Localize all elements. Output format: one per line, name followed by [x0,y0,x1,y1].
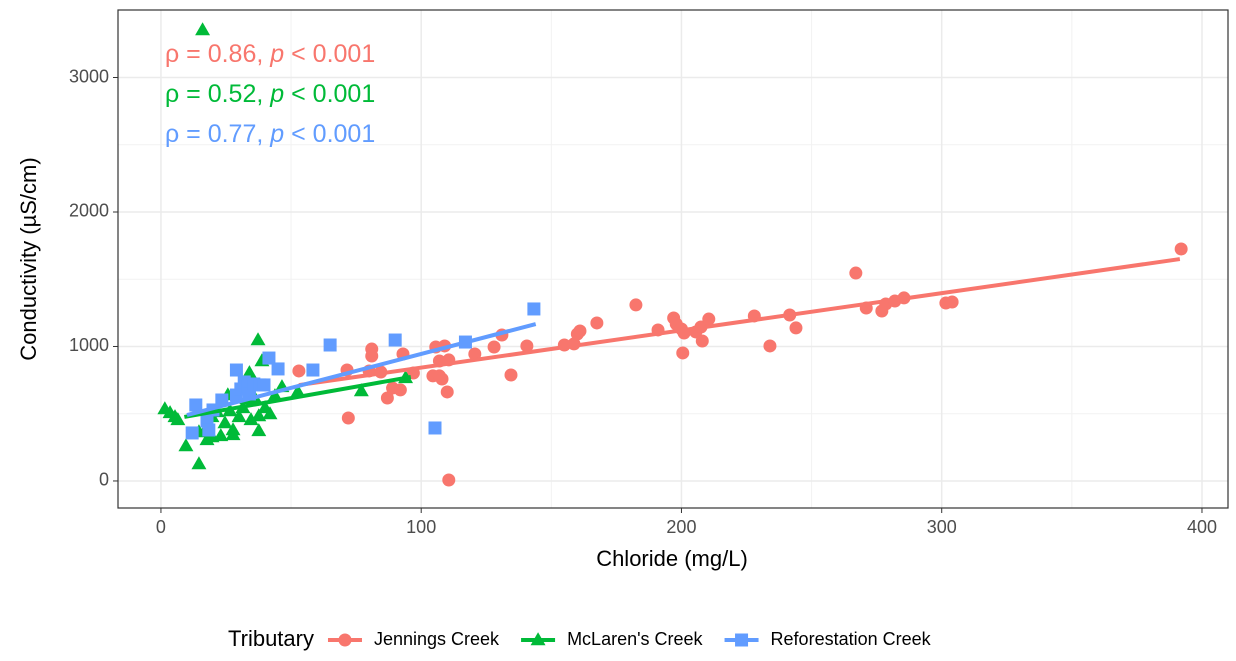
point [527,302,541,316]
annotation-part: ρ = 0.52, [165,80,270,108]
point [428,421,442,435]
point [262,351,276,365]
fit-line [184,375,412,419]
point [170,412,186,426]
y-tick-label: 0 [99,470,109,490]
point [763,339,777,353]
point [435,372,449,386]
annotation: ρ = 0.52, p < 0.001 [165,80,375,108]
point [191,456,207,470]
point [573,324,587,338]
point [440,385,454,399]
point [945,295,959,309]
x-tick-label: 200 [666,517,696,537]
point [487,340,501,354]
point [380,391,394,405]
x-tick-label: 100 [406,517,436,537]
point [393,383,407,397]
annotation: ρ = 0.77, p < 0.001 [165,120,375,148]
x-tick-label: 300 [927,517,957,537]
point [202,423,216,437]
point [323,338,337,352]
annotation-part: p [269,120,284,148]
point [225,427,241,441]
point [388,333,402,347]
x-tick-label: 400 [1187,517,1217,537]
point [217,415,233,429]
annotation-part: p [269,40,284,68]
grid [118,10,1228,508]
legend-key-marker [735,633,749,647]
legend-key-marker [530,632,546,646]
point [262,406,278,420]
point [520,339,534,353]
point [504,368,518,382]
point [271,362,285,376]
point [789,321,803,335]
point [290,384,306,398]
point [468,347,482,361]
y-tick-label: 1000 [69,335,109,355]
point [251,423,267,437]
point [189,398,203,412]
point [251,408,267,422]
y-tick-label: 3000 [69,66,109,86]
legend-title: Tributary [228,626,314,651]
fit-line [298,257,1181,388]
point [250,332,266,346]
legend-label: McLaren's Creek [567,629,703,649]
y-tick-label: 2000 [69,201,109,221]
point [243,412,259,426]
annotation-part: < 0.001 [284,80,375,108]
legend-label: Reforestation Creek [771,629,932,649]
point [442,473,456,487]
annotation-part: < 0.001 [284,40,375,68]
point [241,365,257,379]
point [213,428,229,442]
point [353,383,369,397]
point [267,388,283,402]
point [676,346,690,360]
point [195,22,211,36]
annotation-part: p [269,80,284,108]
point [629,298,643,312]
point [229,363,243,377]
legend-key-marker [338,633,352,647]
annotation-part: ρ = 0.86, [165,40,270,68]
x-axis-title: Chloride (mg/L) [596,546,748,571]
legend-label: Jennings Creek [374,629,500,649]
point [702,312,716,326]
point [365,342,379,356]
legend: Tributary Jennings Creek McLaren's Creek Re… [228,626,932,651]
annotation-part: ρ = 0.77, [165,120,270,148]
marks [157,22,1188,487]
annotation-part: < 0.001 [284,120,375,148]
y-axis-title: Conductivity (µS/cm) [16,157,41,360]
x-tick-label: 0 [156,517,166,537]
plot-panel [118,10,1228,508]
point [695,334,709,348]
point [590,316,604,330]
fit-line [186,322,537,418]
point [231,409,247,423]
point [1174,242,1188,256]
point [306,363,320,377]
point [185,426,199,440]
point [849,266,863,280]
panel-border [117,9,1229,509]
annotation: ρ = 0.86, p < 0.001 [165,40,375,68]
point [341,411,355,425]
point [178,438,194,452]
point [257,378,271,392]
point [292,364,306,378]
